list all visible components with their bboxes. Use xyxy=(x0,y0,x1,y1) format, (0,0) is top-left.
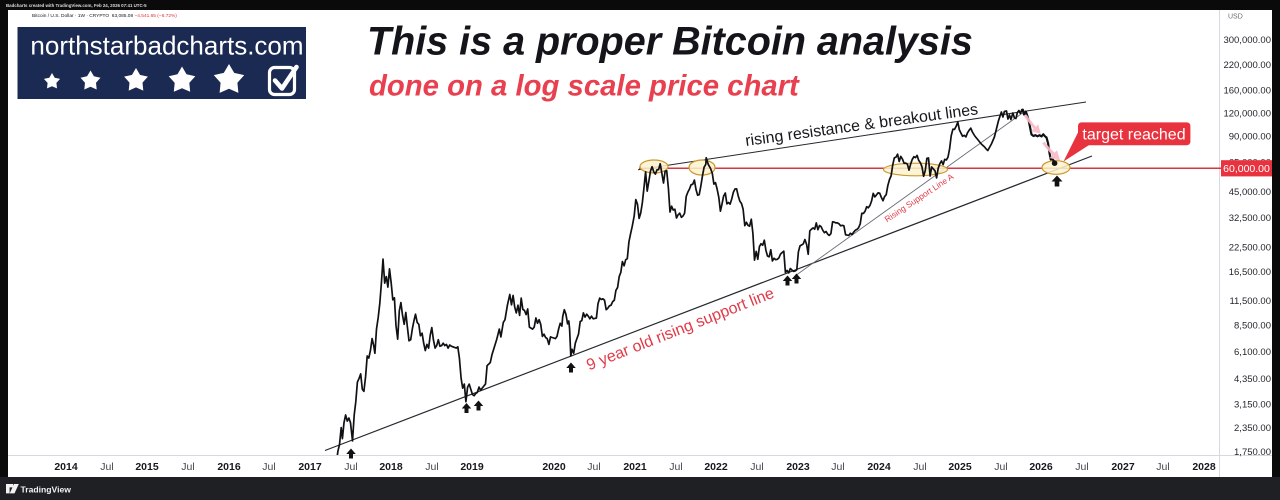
svg-text:300,000.00: 300,000.00 xyxy=(1223,35,1271,46)
svg-text:Badcharts created with Trading: Badcharts created with TradingView.com, … xyxy=(6,3,147,8)
svg-text:16,500.00: 16,500.00 xyxy=(1229,267,1271,278)
svg-text:USD: USD xyxy=(1228,14,1243,21)
svg-text:45,000.00: 45,000.00 xyxy=(1229,187,1271,198)
svg-text:2020: 2020 xyxy=(542,461,566,473)
svg-text:done on a log scale price char: done on a log scale price chart xyxy=(369,70,800,103)
svg-text:220,000.00: 220,000.00 xyxy=(1223,60,1271,71)
svg-text:2026: 2026 xyxy=(1029,461,1053,473)
svg-text:This is a proper Bitcoin analy: This is a proper Bitcoin analysis xyxy=(367,20,973,64)
svg-text:Jul: Jul xyxy=(262,461,275,473)
svg-text:Bitcoin / U.S. Dollar · 1W · C: Bitcoin / U.S. Dollar · 1W · CRYPTO 63,0… xyxy=(32,13,177,19)
svg-text:2027: 2027 xyxy=(1111,461,1135,473)
svg-text:120,000.00: 120,000.00 xyxy=(1223,108,1271,119)
svg-text:90,000.00: 90,000.00 xyxy=(1229,131,1271,142)
svg-text:Jul: Jul xyxy=(344,461,357,473)
svg-text:Jul: Jul xyxy=(587,461,600,473)
svg-text:2018: 2018 xyxy=(379,461,403,473)
svg-text:Jul: Jul xyxy=(913,461,926,473)
svg-text:3,150.00: 3,150.00 xyxy=(1234,400,1271,411)
svg-text:6,100.00: 6,100.00 xyxy=(1234,347,1271,358)
svg-text:22,500.00: 22,500.00 xyxy=(1229,242,1271,253)
svg-text:Jul: Jul xyxy=(669,461,682,473)
svg-text:Jul: Jul xyxy=(994,461,1007,473)
svg-text:2025: 2025 xyxy=(948,461,972,473)
svg-text:1,750.00: 1,750.00 xyxy=(1234,447,1271,458)
svg-text:2016: 2016 xyxy=(217,461,241,473)
svg-text:2015: 2015 xyxy=(135,461,159,473)
svg-text:Jul: Jul xyxy=(100,461,113,473)
svg-text:Jul: Jul xyxy=(425,461,438,473)
svg-text:northstarbadcharts.com: northstarbadcharts.com xyxy=(30,31,303,61)
svg-text:Jul: Jul xyxy=(1156,461,1169,473)
svg-text:TradingView: TradingView xyxy=(21,485,72,495)
svg-text:8,500.00: 8,500.00 xyxy=(1234,320,1271,331)
svg-text:2023: 2023 xyxy=(786,461,810,473)
svg-text:4,350.00: 4,350.00 xyxy=(1234,374,1271,385)
svg-text:2022: 2022 xyxy=(704,461,728,473)
svg-text:60,000.00: 60,000.00 xyxy=(1223,163,1270,175)
svg-text:2028: 2028 xyxy=(1192,461,1216,473)
svg-text:160,000.00: 160,000.00 xyxy=(1223,85,1271,96)
svg-text:11,500.00: 11,500.00 xyxy=(1229,296,1271,307)
svg-text:2024: 2024 xyxy=(867,461,891,473)
svg-text:Jul: Jul xyxy=(750,461,763,473)
svg-text:Jul: Jul xyxy=(1075,461,1088,473)
svg-text:2019: 2019 xyxy=(460,461,484,473)
svg-text:2017: 2017 xyxy=(298,461,322,473)
svg-text:Jul: Jul xyxy=(831,461,844,473)
svg-text:2,350.00: 2,350.00 xyxy=(1234,423,1271,434)
svg-text:2014: 2014 xyxy=(54,461,78,473)
svg-text:2021: 2021 xyxy=(623,461,647,473)
svg-text:target reached: target reached xyxy=(1082,126,1185,143)
svg-text:32,500.00: 32,500.00 xyxy=(1229,213,1271,224)
svg-text:Jul: Jul xyxy=(181,461,194,473)
